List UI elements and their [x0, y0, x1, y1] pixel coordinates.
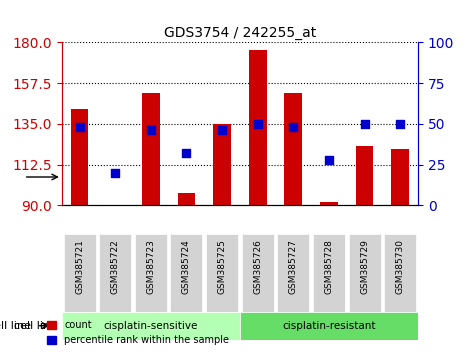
Text: GSM385721: GSM385721	[75, 239, 84, 294]
Bar	[391, 149, 409, 205]
Point	[289, 124, 297, 130]
Text: cisplatin-sensitive: cisplatin-sensitive	[104, 321, 198, 331]
Point	[396, 121, 404, 127]
Bar	[213, 124, 231, 205]
Point	[218, 127, 226, 133]
Bar	[71, 109, 88, 205]
FancyBboxPatch shape	[206, 234, 238, 312]
Bar	[320, 202, 338, 205]
Legend: count, percentile rank within the sample: count, percentile rank within the sample	[43, 316, 233, 349]
Text: GSM385730: GSM385730	[396, 239, 405, 294]
Point	[254, 121, 261, 127]
FancyBboxPatch shape	[62, 312, 240, 340]
Text: GSM385724: GSM385724	[182, 239, 191, 294]
Point	[361, 121, 369, 127]
Bar	[178, 193, 195, 205]
Title: GDS3754 / 242255_at: GDS3754 / 242255_at	[164, 26, 316, 40]
FancyBboxPatch shape	[349, 234, 380, 312]
Text: cisplatin-resistant: cisplatin-resistant	[282, 321, 376, 331]
FancyBboxPatch shape	[313, 234, 345, 312]
Text: cell line: cell line	[14, 321, 57, 331]
Text: GSM385729: GSM385729	[360, 239, 369, 294]
Text: GSM385725: GSM385725	[218, 239, 227, 294]
FancyBboxPatch shape	[384, 234, 416, 312]
FancyBboxPatch shape	[64, 234, 95, 312]
Bar	[285, 93, 302, 205]
Text: GSM385726: GSM385726	[253, 239, 262, 294]
Text: GSM385722: GSM385722	[111, 239, 120, 294]
Point	[76, 124, 84, 130]
FancyBboxPatch shape	[242, 234, 274, 312]
FancyBboxPatch shape	[240, 312, 418, 340]
FancyBboxPatch shape	[135, 234, 167, 312]
FancyBboxPatch shape	[277, 234, 309, 312]
FancyBboxPatch shape	[171, 234, 202, 312]
Text: GSM385728: GSM385728	[324, 239, 333, 294]
Text: cell line: cell line	[0, 321, 31, 331]
Bar	[356, 145, 373, 205]
Text: GSM385723: GSM385723	[146, 239, 155, 294]
FancyBboxPatch shape	[99, 234, 131, 312]
Bar	[249, 50, 266, 205]
Point	[147, 127, 155, 133]
Point	[325, 157, 332, 162]
Text: GSM385727: GSM385727	[289, 239, 298, 294]
Point	[182, 150, 190, 156]
Point	[111, 170, 119, 176]
Bar	[142, 93, 160, 205]
